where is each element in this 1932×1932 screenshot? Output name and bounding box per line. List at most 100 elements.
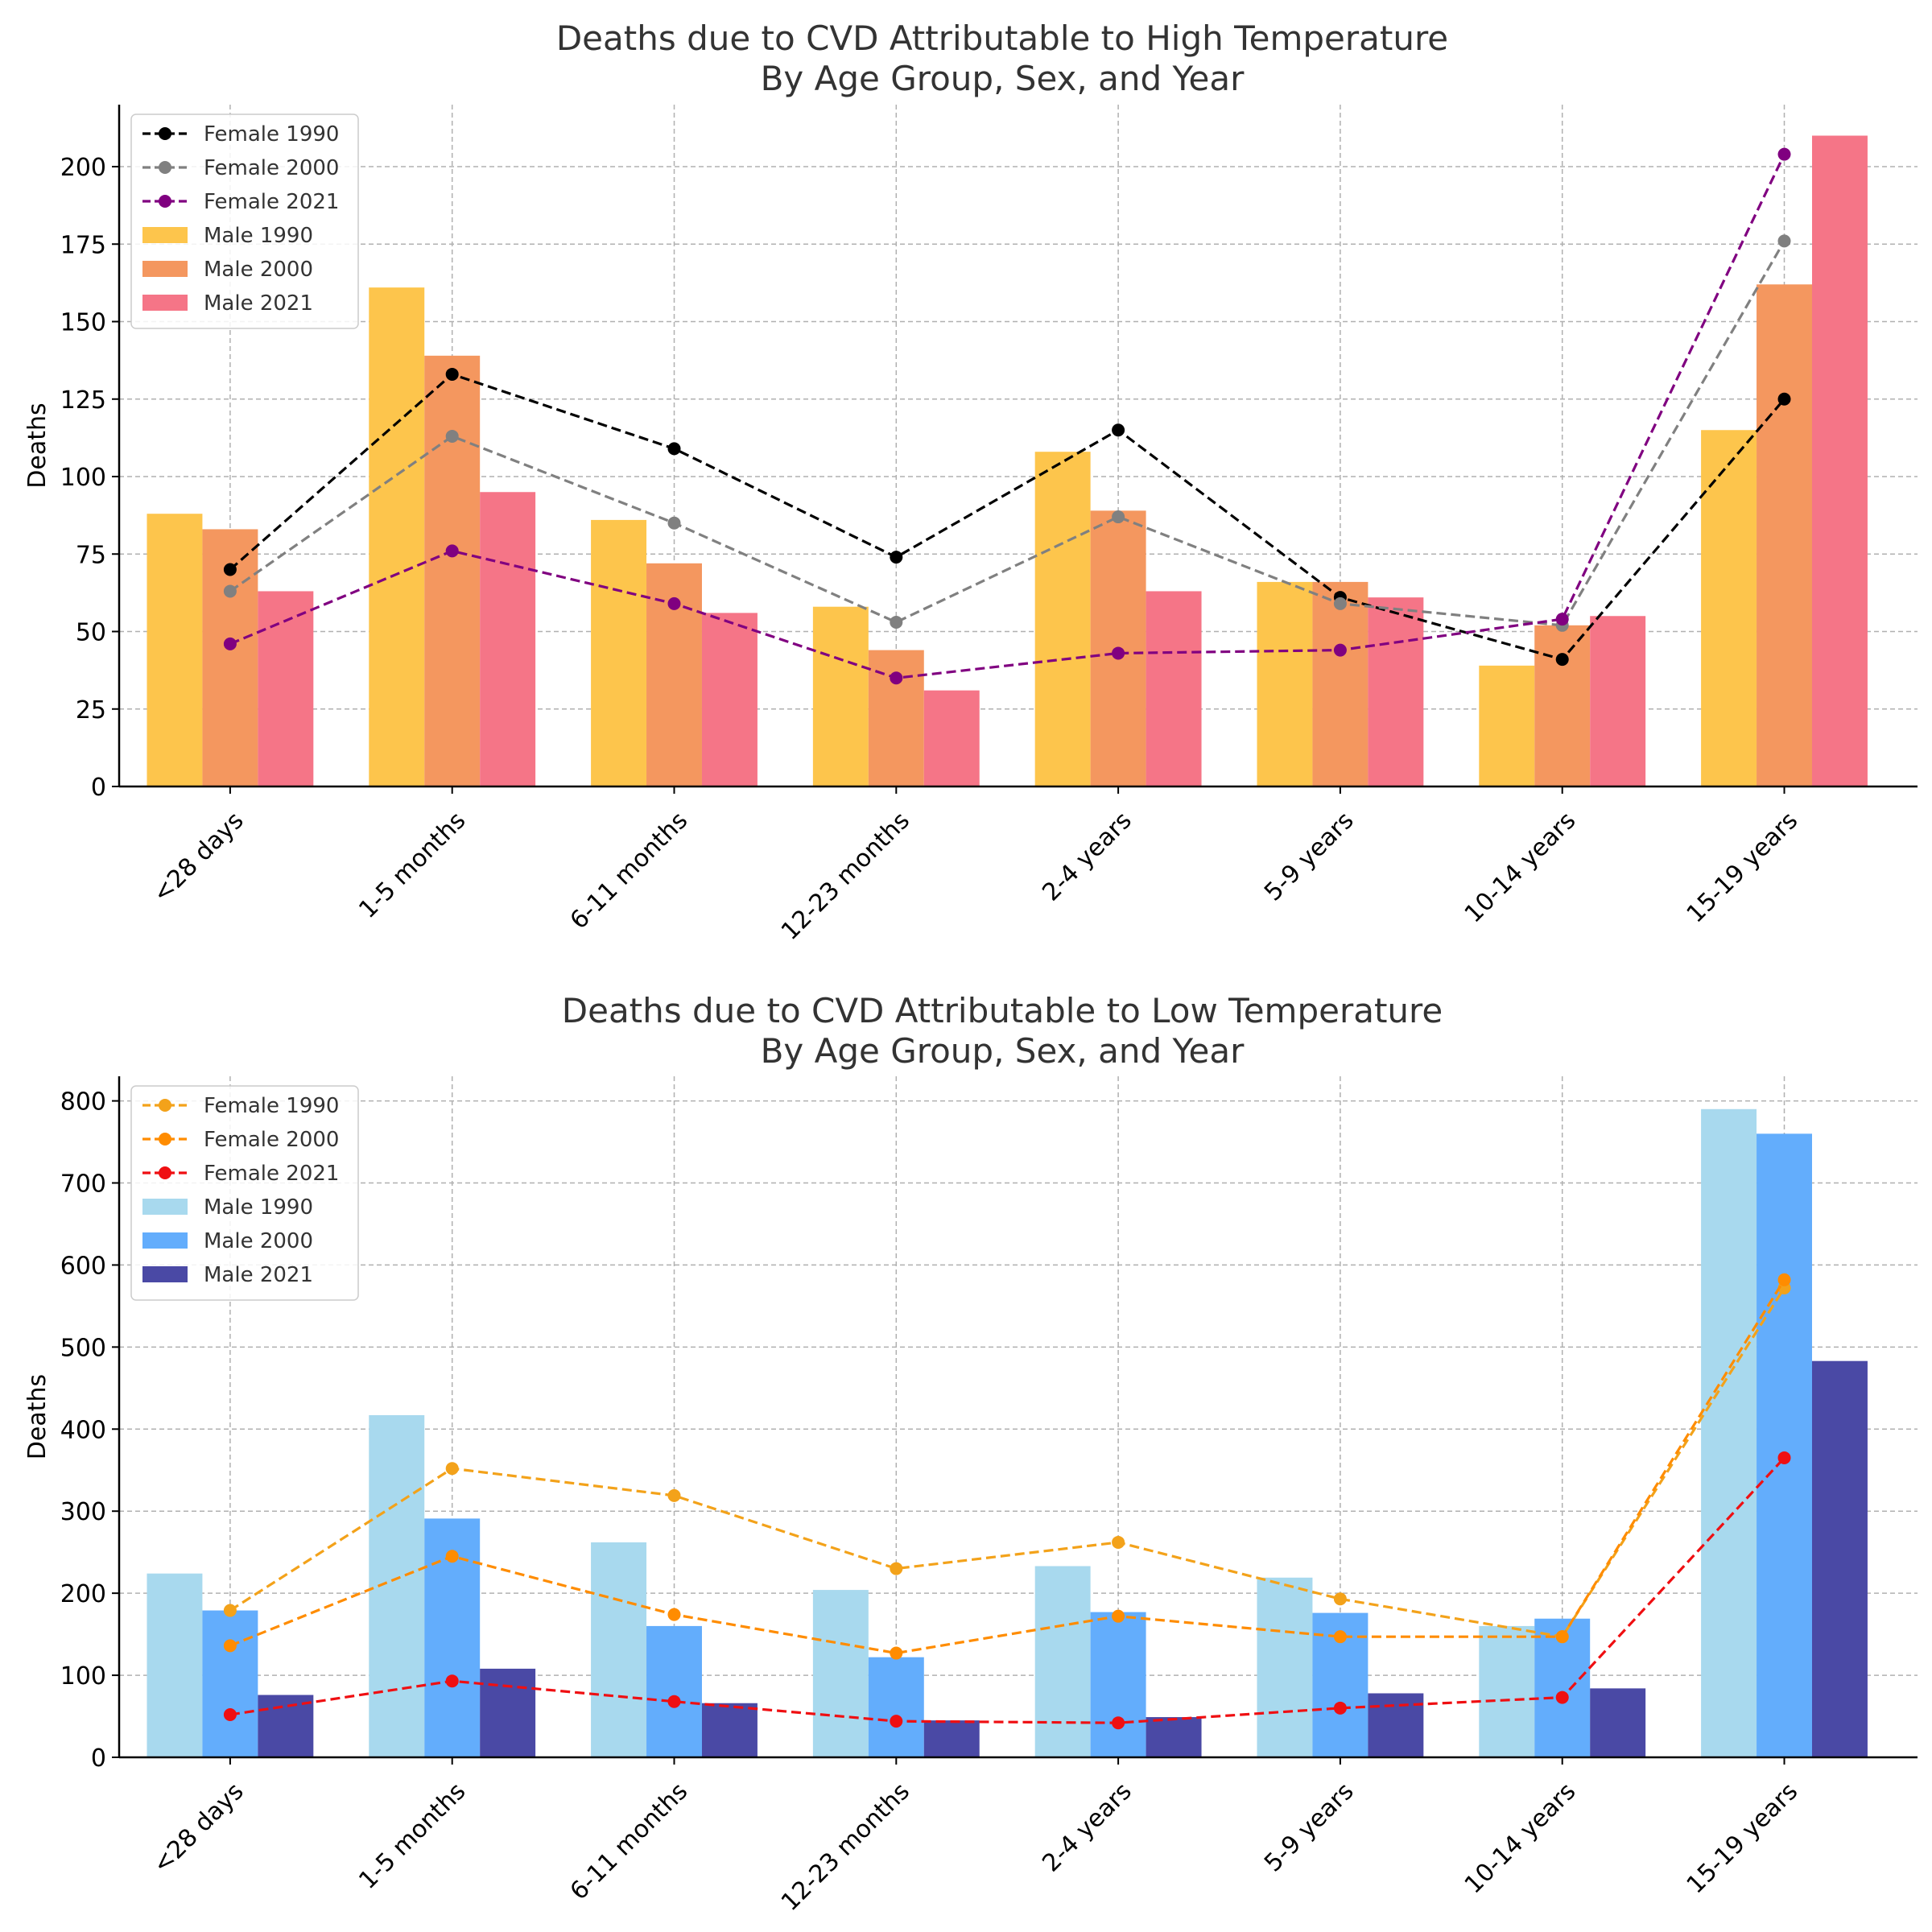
line-point <box>667 1488 681 1502</box>
line-point <box>1555 653 1569 667</box>
y-tick-label: 0 <box>91 1744 106 1773</box>
y-tick-label: 0 <box>91 774 106 802</box>
chart-title: Deaths due to CVD Attributable to Low Te… <box>562 991 1443 1030</box>
bar <box>1146 1717 1202 1757</box>
x-tick-label: 6-11 months <box>565 1777 694 1906</box>
bar <box>646 563 702 786</box>
bar <box>1757 1133 1812 1757</box>
bar <box>1534 625 1591 786</box>
line-point <box>1777 392 1791 406</box>
chart-subtitle: By Age Group, Sex, and Year <box>761 59 1245 98</box>
line-point <box>1777 234 1791 248</box>
series-line <box>229 373 1785 661</box>
y-tick-label: 600 <box>60 1252 106 1280</box>
legend: Female 1990 Female 2000 Female 2021 Male 19… <box>130 1085 359 1301</box>
y-tick-label: 100 <box>60 1662 106 1690</box>
bar <box>369 1414 425 1757</box>
legend-label: Male 2021 <box>204 1263 313 1287</box>
y-axis-label: Deaths <box>23 1374 52 1459</box>
chart-subtitle: By Age Group, Sex, and Year <box>761 1031 1245 1071</box>
bar <box>1368 597 1424 786</box>
y-axis-label: Deaths <box>23 402 52 488</box>
y-tick-label: 200 <box>60 1580 106 1608</box>
x-tick-label: <28 days <box>147 1777 249 1879</box>
y-tick-label: 75 <box>76 541 106 569</box>
line-point <box>1555 1690 1569 1704</box>
line-point <box>890 671 903 685</box>
line-point <box>1333 597 1347 610</box>
line-point <box>1112 423 1125 437</box>
y-tick-label: 50 <box>76 619 106 647</box>
legend-label: Female 2000 <box>204 156 339 180</box>
bar <box>147 514 203 786</box>
line-point <box>667 516 681 530</box>
bar <box>591 519 647 786</box>
series-line <box>229 1278 1785 1655</box>
bar <box>1701 430 1757 786</box>
line-point <box>1777 1451 1791 1464</box>
legend-label: Male 1990 <box>204 1195 313 1220</box>
bar <box>701 613 758 786</box>
line-point <box>667 442 681 456</box>
legend-bar-swatch <box>142 1232 188 1249</box>
line-point <box>1112 1535 1125 1549</box>
bar <box>1034 452 1091 786</box>
bar <box>1590 616 1646 786</box>
x-tick-label: 5-9 years <box>1259 1777 1360 1878</box>
x-tick-label: 15-19 years <box>1682 807 1804 929</box>
bar <box>812 1590 869 1757</box>
legend-marker <box>159 161 171 174</box>
line-point <box>890 615 903 629</box>
legend-marker <box>159 195 171 208</box>
y-tick-label: 300 <box>60 1498 106 1526</box>
bar <box>1257 581 1313 786</box>
bar <box>424 355 481 787</box>
line-point <box>667 1695 681 1708</box>
y-tick-label: 150 <box>60 309 106 337</box>
bar <box>1257 1577 1313 1757</box>
legend-label: Female 2021 <box>204 190 339 214</box>
bar <box>1701 1108 1757 1757</box>
series-line <box>229 153 1785 679</box>
legend-label: Male 2021 <box>204 291 313 316</box>
legend-label: Female 1990 <box>204 122 339 147</box>
line-point <box>667 1608 681 1621</box>
line-point <box>890 1646 903 1660</box>
bar <box>1479 1625 1535 1757</box>
y-tick-label: 800 <box>60 1088 106 1117</box>
bar <box>812 606 869 786</box>
legend: Female 1990 Female 2000 Female 2021 Male 19… <box>130 114 359 329</box>
line-point <box>1555 613 1569 626</box>
bar <box>1811 135 1868 786</box>
chart-title: Deaths due to CVD Attributable to High T… <box>556 19 1448 58</box>
bar <box>1312 581 1368 786</box>
bar <box>1479 665 1535 786</box>
y-tick-label: 200 <box>60 154 106 182</box>
legend-bar-swatch <box>142 227 188 243</box>
x-tick-label: 15-19 years <box>1682 1777 1804 1900</box>
line-point <box>1112 646 1125 660</box>
bar <box>480 492 536 786</box>
line-point <box>223 563 237 576</box>
line-point <box>1333 1630 1347 1644</box>
legend-bar-swatch <box>142 261 188 277</box>
x-tick-label: 10-14 years <box>1459 807 1582 929</box>
legend-marker <box>159 1099 171 1112</box>
line-point <box>1777 147 1791 161</box>
legend-label: Male 1990 <box>204 224 313 248</box>
series-line <box>229 1287 1785 1638</box>
bar <box>258 1695 314 1757</box>
legend-label: Female 1990 <box>204 1094 339 1118</box>
line-point <box>223 584 237 598</box>
bar <box>1368 1693 1424 1757</box>
line-point <box>223 637 237 650</box>
y-tick-label: 400 <box>60 1416 106 1444</box>
legend-bar-swatch <box>142 1199 188 1215</box>
x-tick-label: 12-23 months <box>776 1777 915 1917</box>
legend-bar-swatch <box>142 1266 188 1282</box>
y-tick-label: 125 <box>60 386 106 415</box>
bar <box>1034 1566 1091 1757</box>
line-point <box>223 1707 237 1721</box>
line-point <box>890 551 903 564</box>
